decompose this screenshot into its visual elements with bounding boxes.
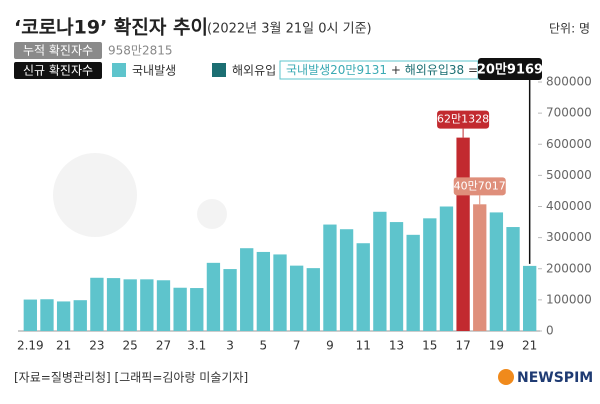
bar [423,218,436,331]
annotation-plus: + [391,63,401,77]
bar [307,268,320,331]
y-tick-label: 200000 [546,261,592,275]
bar [40,299,53,331]
x-tick-label: 23 [89,339,104,353]
bar [390,222,403,331]
bar [290,266,303,331]
bar [357,243,370,331]
bar [74,300,87,331]
bar [140,279,153,331]
bar [323,225,336,331]
bar [173,288,186,331]
x-tick-label: 15 [422,339,437,353]
bar [473,204,486,331]
legend-swatch [212,63,226,77]
x-tick-label: 13 [389,339,404,353]
cumulative-value: 958만2815 [108,44,172,58]
x-tick-label: 9 [326,339,334,353]
bar [90,278,103,331]
value-label: 40만7017 [454,179,506,192]
y-tick-label: 0 [546,324,554,338]
bar [223,269,236,331]
unit: 단위: 명 [549,22,590,36]
bar [207,263,220,331]
x-tick-label: 21 [56,339,71,353]
x-tick-label: 5 [260,339,268,353]
annotation-domestic: 국내발생20만9131 [286,63,387,77]
y-tick-label: 400000 [546,199,592,213]
x-tick-label: 7 [293,339,301,353]
bar [506,227,519,331]
bar [340,229,353,331]
bar [407,235,420,331]
bar [456,138,469,331]
new-cases-label: 신규 확진자수 [23,64,93,78]
x-tick-label: 3.1 [187,339,206,353]
x-tick-label: 25 [123,339,138,353]
bar [157,280,170,331]
bar [190,288,203,331]
x-tick-label: 27 [156,339,171,353]
y-tick-label: 800000 [546,75,592,89]
virus-decor [53,153,137,237]
x-tick-label: 11 [356,339,371,353]
footer: [자료=질병관리청] [그래픽=김아랑 미술기자] [14,371,248,385]
y-tick-label: 500000 [546,168,592,182]
title: ‘코로나19’ 확진자 추이 [14,16,208,39]
cumulative-label: 누적 확진자수 [23,44,93,58]
bar [107,278,120,331]
bar [523,266,536,331]
bar [440,207,453,332]
bar [490,212,503,331]
annotation-total: 20만9169 [477,62,543,78]
legend-label: 국내발생 [132,64,176,78]
x-tick-label: 2.19 [17,339,44,353]
bar [273,254,286,331]
bar [240,248,253,331]
x-tick-label: 17 [455,339,470,353]
value-label: 62만1328 [437,113,489,126]
bar [257,252,270,331]
logo: NEWSPIM [517,370,593,386]
x-tick-label: 19 [489,339,504,353]
y-tick-label: 300000 [546,230,592,244]
bar [24,300,37,331]
bar [373,212,386,331]
y-tick-label: 700000 [546,106,592,120]
logo-icon [498,369,514,385]
x-tick-label: 21 [522,339,537,353]
x-tick-label: 3 [226,339,234,353]
annotation-imported: 해외유입38 [405,63,464,77]
legend-swatch [112,63,126,77]
annotation-text: 국내발생20만9131 + 해외유입38 = [286,63,478,77]
legend-label: 해외유입 [232,64,276,78]
subtitle: (2022년 3월 21일 0시 기준) [207,22,372,37]
virus-decor [197,199,227,229]
y-tick-label: 100000 [546,292,592,306]
bar [57,301,70,331]
bar [124,279,137,331]
y-tick-label: 600000 [546,137,592,151]
